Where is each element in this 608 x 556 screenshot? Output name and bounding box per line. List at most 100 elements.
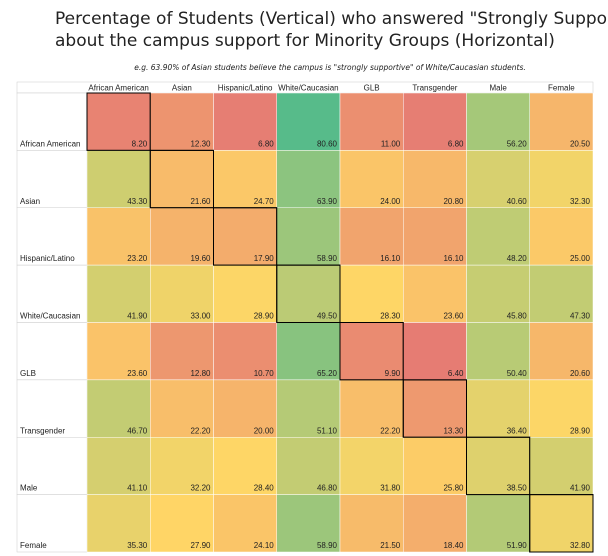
heat-cell xyxy=(466,494,530,553)
heat-cell xyxy=(213,150,277,208)
cell-value: 58.90 xyxy=(317,541,338,550)
cell-value: 47.30 xyxy=(570,312,591,321)
cell-value: 16.10 xyxy=(443,254,464,263)
row-label-cell xyxy=(16,437,88,495)
cell-value: 19.60 xyxy=(190,254,211,263)
heat-cell xyxy=(339,150,404,208)
row-label-cell xyxy=(16,322,88,381)
column-header: African American xyxy=(88,84,148,93)
cell-value: 65.20 xyxy=(317,369,338,378)
heat-cell xyxy=(213,494,277,553)
cell-value: 28.90 xyxy=(254,312,275,321)
cell-value: 11.00 xyxy=(381,139,401,148)
cell-value: 50.40 xyxy=(507,369,528,378)
row-label: Hispanic/Latino xyxy=(20,254,75,263)
cell-value: 22.20 xyxy=(380,426,401,435)
heat-cell xyxy=(276,437,341,495)
cell-value: 28.90 xyxy=(570,426,591,435)
diagonal-outline xyxy=(529,494,594,553)
cell-value: 25.00 xyxy=(570,254,591,263)
cell-value: 20.00 xyxy=(254,426,275,435)
row-label: African American xyxy=(20,139,80,148)
column-header: Asian xyxy=(172,84,192,93)
heat-cell xyxy=(213,92,277,151)
heat-cell xyxy=(339,322,404,381)
cell-value: 28.30 xyxy=(380,312,401,321)
heat-cell xyxy=(403,437,467,495)
diagonal-outline xyxy=(86,92,151,151)
row-label: GLB xyxy=(20,369,36,378)
diagonal-outline xyxy=(149,149,214,209)
cell-value: 32.20 xyxy=(190,484,211,493)
cell-value: 23.20 xyxy=(127,254,148,263)
row-label: Male xyxy=(20,484,38,493)
heat-cell xyxy=(276,322,341,381)
column-header: GLB xyxy=(364,84,380,93)
heat-cell xyxy=(403,92,467,151)
heat-cell xyxy=(466,322,530,381)
heat-cell xyxy=(150,494,214,553)
cell-value: 35.30 xyxy=(127,541,148,550)
cell-value: 58.90 xyxy=(317,254,338,263)
diagonal-outline xyxy=(213,207,278,266)
cell-value: 21.50 xyxy=(380,541,401,550)
heat-cell xyxy=(149,149,214,209)
cell-value: 23.60 xyxy=(443,312,464,321)
column-header: Male xyxy=(489,84,507,93)
cell-value: 20.60 xyxy=(570,369,591,378)
heat-cell xyxy=(466,264,530,323)
heat-cell xyxy=(339,207,404,266)
row-label-cell xyxy=(16,264,88,323)
heat-cell xyxy=(529,92,594,151)
heat-cell xyxy=(339,92,404,151)
cell-value: 40.60 xyxy=(507,197,528,206)
cell-value: 23.60 xyxy=(127,369,148,378)
chart-subtitle: e.g. 63.90% of Asian students believe th… xyxy=(134,63,526,72)
cell-value: 12.80 xyxy=(190,369,211,378)
cell-value: 41.90 xyxy=(570,484,591,493)
cell-value: 41.10 xyxy=(127,484,148,493)
cell-value: 17.90 xyxy=(254,254,275,263)
cell-value: 80.60 xyxy=(317,139,338,148)
cell-value: 24.70 xyxy=(254,197,275,206)
cell-value: 6.40 xyxy=(448,369,464,378)
heat-cell xyxy=(403,207,467,266)
cell-value: 51.90 xyxy=(507,541,528,550)
heat-cell xyxy=(276,494,341,553)
cell-value: 22.20 xyxy=(190,426,211,435)
chart-title: Percentage of Students (Vertical) who an… xyxy=(55,9,608,51)
heat-cell xyxy=(86,437,151,495)
heat-cell xyxy=(529,264,594,323)
row-label: Asian xyxy=(20,197,40,206)
heat-cell xyxy=(529,322,594,381)
cell-value: 51.10 xyxy=(317,426,338,435)
row-label: Female xyxy=(20,541,47,550)
heat-cell xyxy=(86,379,151,438)
column-header: Hispanic/Latino xyxy=(218,84,273,93)
heat-cell xyxy=(150,379,214,438)
cell-value: 31.80 xyxy=(380,484,401,493)
cell-value: 46.70 xyxy=(127,426,148,435)
heat-cell xyxy=(276,379,341,438)
row-label: Transgender xyxy=(20,426,65,435)
cell-value: 24.10 xyxy=(254,541,275,550)
heat-cell xyxy=(403,264,467,323)
row-label: White/Caucasian xyxy=(20,312,80,321)
cell-value: 24.00 xyxy=(380,197,401,206)
heat-cell xyxy=(213,437,277,495)
cell-value: 16.10 xyxy=(380,254,401,263)
cell-value: 6.80 xyxy=(258,139,274,148)
heat-cell xyxy=(529,207,594,266)
heat-cell xyxy=(529,150,594,208)
row-label-cell xyxy=(16,494,88,553)
cell-value: 33.00 xyxy=(190,312,211,321)
heat-cell xyxy=(529,379,594,438)
column-header: Transgender xyxy=(412,84,457,93)
heat-cell xyxy=(213,207,278,266)
heat-cell xyxy=(276,264,341,323)
cell-value: 21.60 xyxy=(190,197,211,206)
cell-value: 28.40 xyxy=(254,484,275,493)
cell-value: 48.20 xyxy=(507,254,528,263)
diagonal-outline xyxy=(339,322,404,381)
cell-value: 49.50 xyxy=(317,312,338,321)
